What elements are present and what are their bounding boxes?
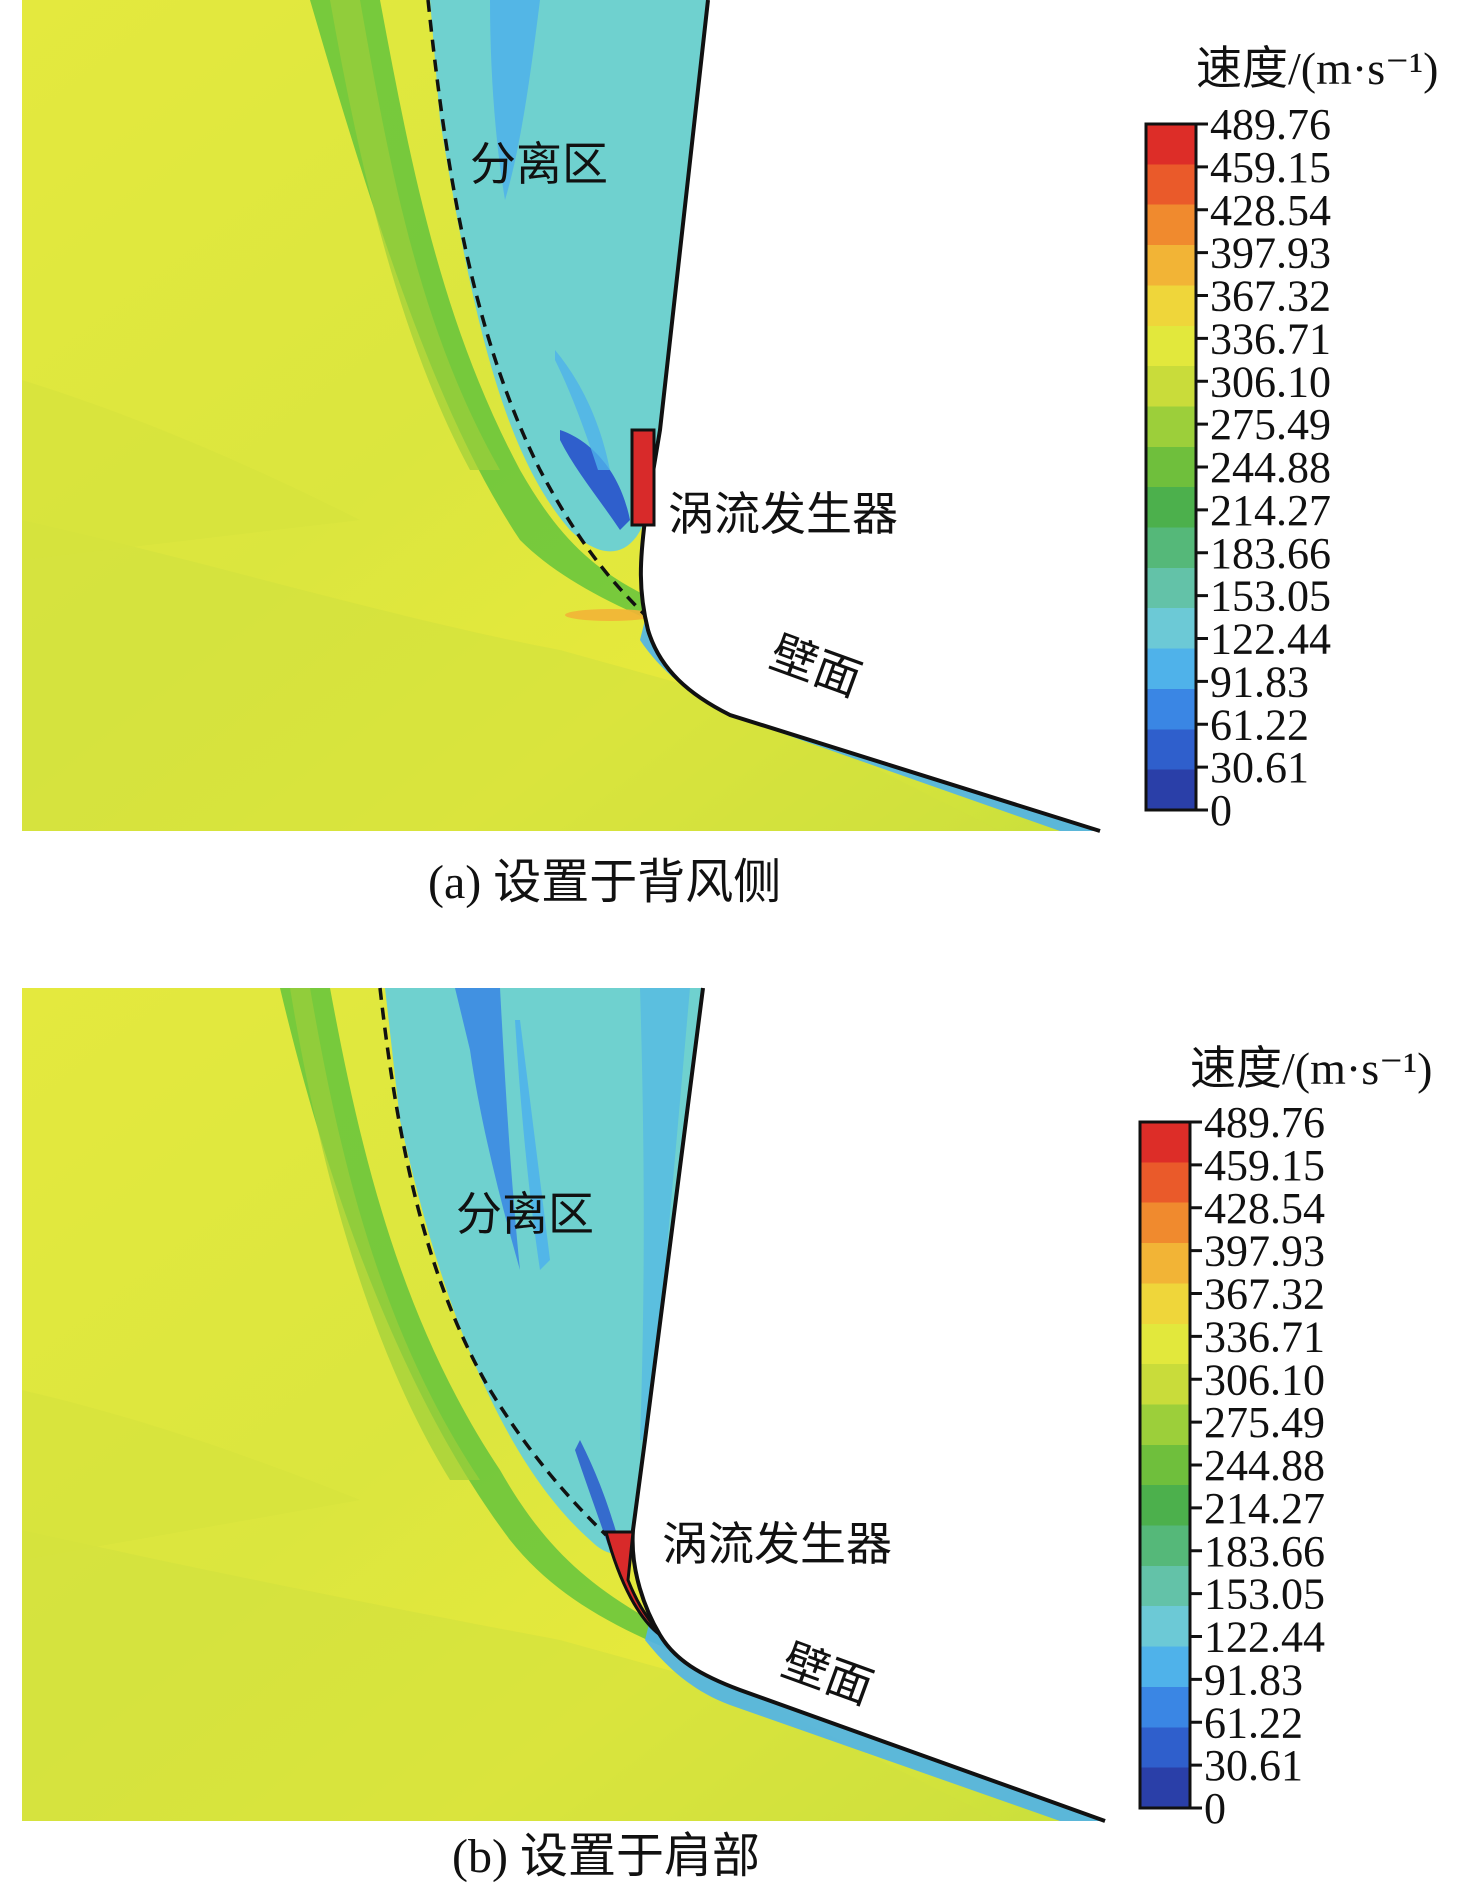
colorbar-tick-label: 428.54: [1210, 186, 1331, 235]
separation-line-a: [426, 0, 647, 617]
colorbar-tick-label: 336.71: [1210, 314, 1331, 363]
colorbar-tick-label: 306.10: [1204, 1355, 1325, 1404]
caption-b: (b) 设置于肩部: [452, 1830, 760, 1883]
label-separation-zone-b: 分离区: [456, 1189, 594, 1240]
label-vortex-generator-a: 涡流发生器: [668, 489, 898, 540]
colorbar-ticks-b: 489.76459.15428.54397.93367.32336.71306.…: [1190, 1098, 1325, 1833]
separation-region-b: [385, 988, 703, 1554]
colorbar-tick-label: 336.71: [1204, 1312, 1325, 1361]
colorbar-tick-label: 459.15: [1210, 143, 1331, 192]
caption-a: (a) 设置于背风侧: [428, 856, 781, 909]
label-vortex-generator-b: 涡流发生器: [662, 1519, 892, 1570]
colorbar-tick-label: 306.10: [1210, 357, 1331, 406]
colorbar-tick-label: 30.61: [1210, 743, 1309, 792]
colorbar-tick-label: 91.83: [1204, 1655, 1303, 1704]
colorbar-tick-label: 0: [1204, 1784, 1226, 1833]
colorbar-b: [1138, 1120, 1192, 1810]
colorbar-tick-label: 275.49: [1210, 400, 1331, 449]
wall-body-b: [632, 988, 1107, 1821]
colorbar-tick-label: 428.54: [1204, 1184, 1325, 1233]
colorbar-a: [1144, 122, 1198, 812]
colorbar-tick-label: 153.05: [1204, 1570, 1325, 1619]
separation-line-b: [378, 987, 608, 1537]
colorbar-tick-label: 183.66: [1204, 1527, 1325, 1576]
colorbar-tick-label: 0: [1210, 786, 1232, 835]
colorbar-tick-label: 122.44: [1210, 615, 1331, 664]
panel-a: 分离区 涡流发生器 壁面 速度/(m·s⁻¹) 489.76459.15428.…: [22, 0, 1439, 909]
vortex-generator-a: [630, 428, 656, 527]
colorbar-tick-label: 91.83: [1210, 657, 1309, 706]
colorbar-tick-label: 30.61: [1204, 1741, 1303, 1790]
colorbar-tick-label: 489.76: [1210, 100, 1331, 149]
label-separation-zone-a: 分离区: [470, 139, 608, 190]
colorbar-title-b: 速度/(m·s⁻¹): [1190, 1043, 1433, 1094]
colorbar-tick-label: 459.15: [1204, 1141, 1325, 1190]
colorbar-tick-label: 122.44: [1204, 1613, 1325, 1662]
colorbar-tick-label: 183.66: [1210, 529, 1331, 578]
colorbar-title-a: 速度/(m·s⁻¹): [1196, 43, 1439, 94]
colorbar-tick-label: 397.93: [1210, 229, 1331, 278]
colorbar-tick-label: 367.32: [1210, 272, 1331, 321]
colorbar-tick-label: 214.27: [1210, 486, 1331, 535]
panel-b: 分离区 涡流发生器 壁面 速度/(m·s⁻¹) 489.76459.15428.…: [22, 987, 1433, 1883]
colorbar-tick-label: 214.27: [1204, 1484, 1325, 1533]
vortex-generator-b: [604, 1530, 662, 1637]
colorbar-tick-label: 397.93: [1204, 1227, 1325, 1276]
colorbar-tick-label: 244.88: [1210, 443, 1331, 492]
lower-band-a: [22, 520, 1000, 831]
wall-outline-a: [638, 0, 1101, 833]
colorbar-tick-label: 244.88: [1204, 1441, 1325, 1490]
colorbar-tick-label: 61.22: [1204, 1698, 1303, 1747]
colorbar-tick-label: 367.32: [1204, 1270, 1325, 1319]
colorbar-tick-label: 489.76: [1204, 1098, 1325, 1147]
colorbar-tick-label: 275.49: [1204, 1398, 1325, 1447]
colorbar-ticks-a: 489.76459.15428.54397.93367.32336.71306.…: [1196, 100, 1331, 835]
colorbar-tick-label: 61.22: [1210, 700, 1309, 749]
colorbar-tick-label: 153.05: [1210, 572, 1331, 621]
wall-body-a: [640, 0, 1114, 831]
